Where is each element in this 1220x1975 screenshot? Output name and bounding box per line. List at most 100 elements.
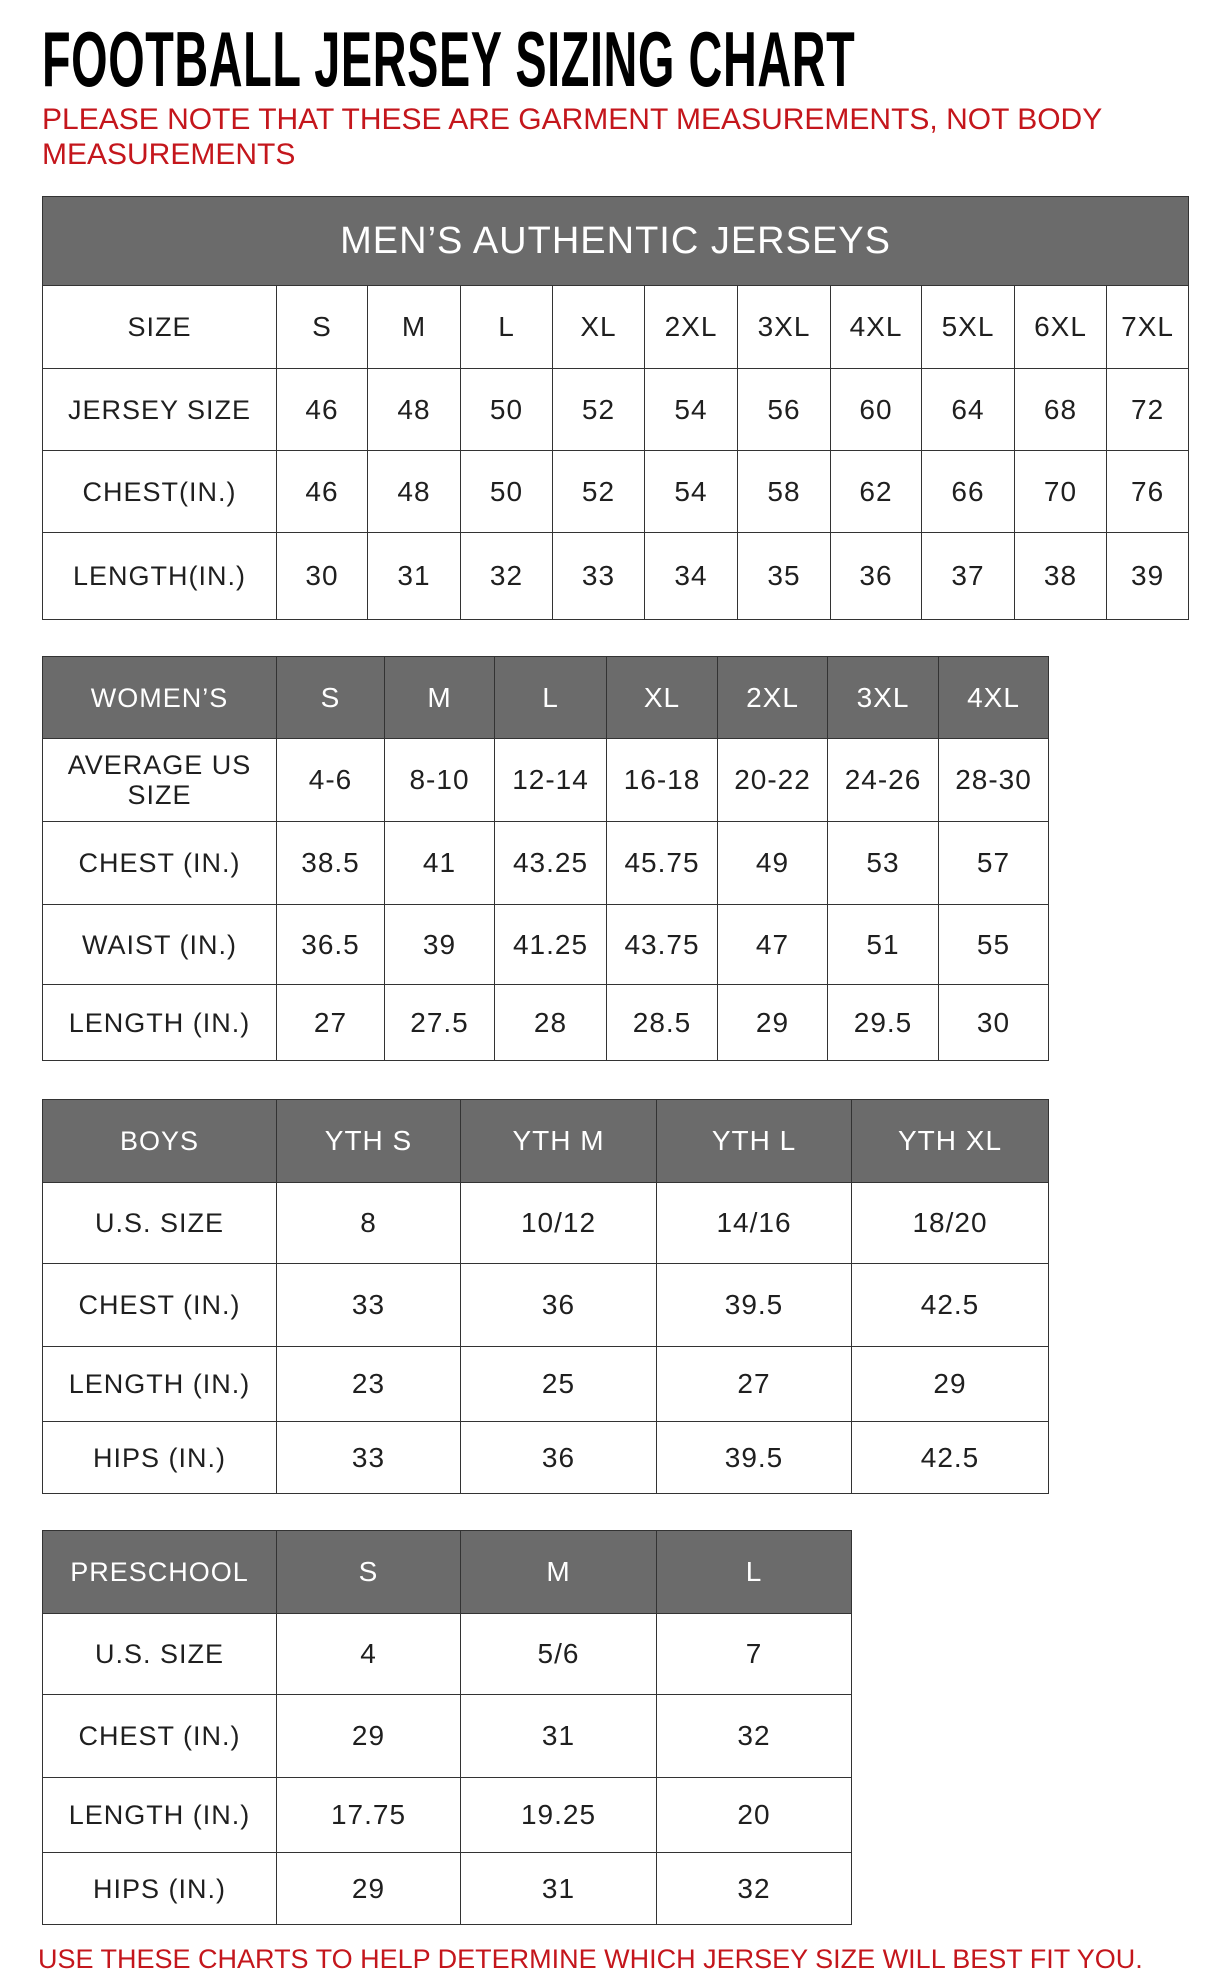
table-cell: 30 [276,532,368,620]
column-header: L [460,285,553,369]
table-cell: 42.5 [851,1421,1049,1494]
column-header: 3XL [737,285,831,369]
row-label: JERSEY SIZE [42,368,277,451]
table-cell: 52 [552,450,645,533]
row-label: WAIST (IN.) [42,904,277,985]
womens-size-table: WOMEN’S S M L XL 2XL 3XL 4XL AVERAGE US SIZE 4-6 8… [42,656,1049,1061]
table-cell: 56 [737,368,831,451]
table-cell: 38 [1014,532,1107,620]
row-label: U.S. SIZE [42,1613,277,1695]
column-header: YTH XL [851,1099,1049,1183]
table-cell: 29.5 [827,984,939,1061]
table-row: LENGTH (IN.) 27 27.5 28 28.5 29 29.5 30 [42,984,1049,1061]
table-row: LENGTH (IN.) 17.75 19.25 20 [42,1777,852,1853]
row-label: LENGTH(IN.) [42,532,277,620]
table-cell: 39.5 [656,1421,852,1494]
table-cell: 66 [921,450,1015,533]
table-cell: 27 [656,1346,852,1422]
table-row: HIPS (IN.) 33 36 39.5 42.5 [42,1421,1049,1494]
table-banner: MEN’S AUTHENTIC JERSEYS [41,196,1190,286]
row-label: HIPS (IN.) [42,1852,277,1925]
table-cell: 34 [644,532,738,620]
table-cell: 29 [717,984,828,1061]
table-cell: 54 [644,450,738,533]
row-label: CHEST(IN.) [42,450,277,533]
table-cell: 58 [737,450,831,533]
table-cell: 47 [717,904,828,985]
table-cell: 30 [938,984,1049,1061]
table-cell: 48 [367,450,461,533]
column-header: 6XL [1014,285,1107,369]
column-header: 7XL [1105,285,1190,369]
garment-measurement-note: PLEASE NOTE THAT THESE ARE GARMENT MEASU… [42,103,1102,171]
table-cell: 17.75 [276,1777,461,1853]
column-header: XL [606,656,718,739]
table-cell: 48 [367,368,461,451]
table-cell: 72 [1105,368,1190,451]
column-header: 2XL [644,285,738,369]
table-cell: 53 [827,821,939,905]
row-label: HIPS (IN.) [42,1421,277,1494]
table-row: HIPS (IN.) 29 31 32 [42,1852,852,1925]
column-header: S [276,656,385,739]
row-label: U.S. SIZE [42,1182,277,1264]
table-cell: 29 [276,1694,461,1778]
table-cell: 32 [656,1694,852,1778]
header-row: SIZE S M L XL 2XL 3XL 4XL 5XL 6XL 7XL [42,285,1190,369]
mens-size-table: MEN’S AUTHENTIC JERSEYS SIZE S M L XL 2XL 3XL 4X… [41,196,1190,620]
column-header: M [367,285,461,369]
column-header: L [656,1530,852,1614]
table-cell: 18/20 [851,1182,1049,1264]
table-cell: 57 [938,821,1049,905]
table-cell: 7 [656,1613,852,1695]
page-title: FOOTBALL JERSEY SIZING CHART [42,15,856,103]
column-header: YTH S [276,1099,461,1183]
table-cell: 19.25 [460,1777,657,1853]
header-row: WOMEN’S S M L XL 2XL 3XL 4XL [42,656,1049,739]
table-cell: 49 [717,821,828,905]
table-cell: 23 [276,1346,461,1422]
table-cell: 35 [737,532,831,620]
column-header: 3XL [827,656,939,739]
table-cell: 39.5 [656,1263,852,1347]
table-cell: 38.5 [276,821,385,905]
column-header: YTH M [460,1099,657,1183]
header-row: BOYS YTH S YTH M YTH L YTH XL [42,1099,1049,1183]
header-label: WOMEN’S [42,656,277,739]
table-cell: 51 [827,904,939,985]
column-header: S [276,285,368,369]
table-row: LENGTH(IN.) 30 31 32 33 34 35 36 37 38 39 [42,532,1190,620]
row-label: CHEST (IN.) [42,1694,277,1778]
table-cell: 76 [1105,450,1190,533]
table-cell: 52 [552,368,645,451]
table-cell: 14/16 [656,1182,852,1264]
table-row: WAIST (IN.) 36.5 39 41.25 43.75 47 51 55 [42,904,1049,985]
header-label: SIZE [42,285,277,369]
row-label: CHEST (IN.) [42,821,277,905]
table-cell: 46 [276,368,368,451]
row-label: CHEST (IN.) [42,1263,277,1347]
table-cell: 16-18 [606,738,718,822]
table-cell: 68 [1014,368,1107,451]
row-label: LENGTH (IN.) [42,1346,277,1422]
table-cell: 29 [851,1346,1049,1422]
column-header: YTH L [656,1099,852,1183]
header-label: BOYS [42,1099,277,1183]
table-cell: 28 [494,984,607,1061]
table-cell: 25 [460,1346,657,1422]
column-header: 4XL [938,656,1049,739]
table-cell: 54 [644,368,738,451]
table-row: CHEST (IN.) 33 36 39.5 42.5 [42,1263,1049,1347]
boys-size-table: BOYS YTH S YTH M YTH L YTH XL U.S. SIZE 8 10/12… [42,1099,1049,1494]
table-cell: 29 [276,1852,461,1925]
table-cell: 32 [460,532,553,620]
table-cell: 70 [1014,450,1107,533]
table-cell: 31 [460,1852,657,1925]
table-cell: 43.25 [494,821,607,905]
table-cell: 50 [460,368,553,451]
footer-note: USE THESE CHARTS TO HELP DETERMINE WHICH… [38,1944,1143,1974]
table-cell: 36 [830,532,922,620]
table-cell: 42.5 [851,1263,1049,1347]
table-row: LENGTH (IN.) 23 25 27 29 [42,1346,1049,1422]
header-row: PRESCHOOL S M L [42,1530,852,1614]
